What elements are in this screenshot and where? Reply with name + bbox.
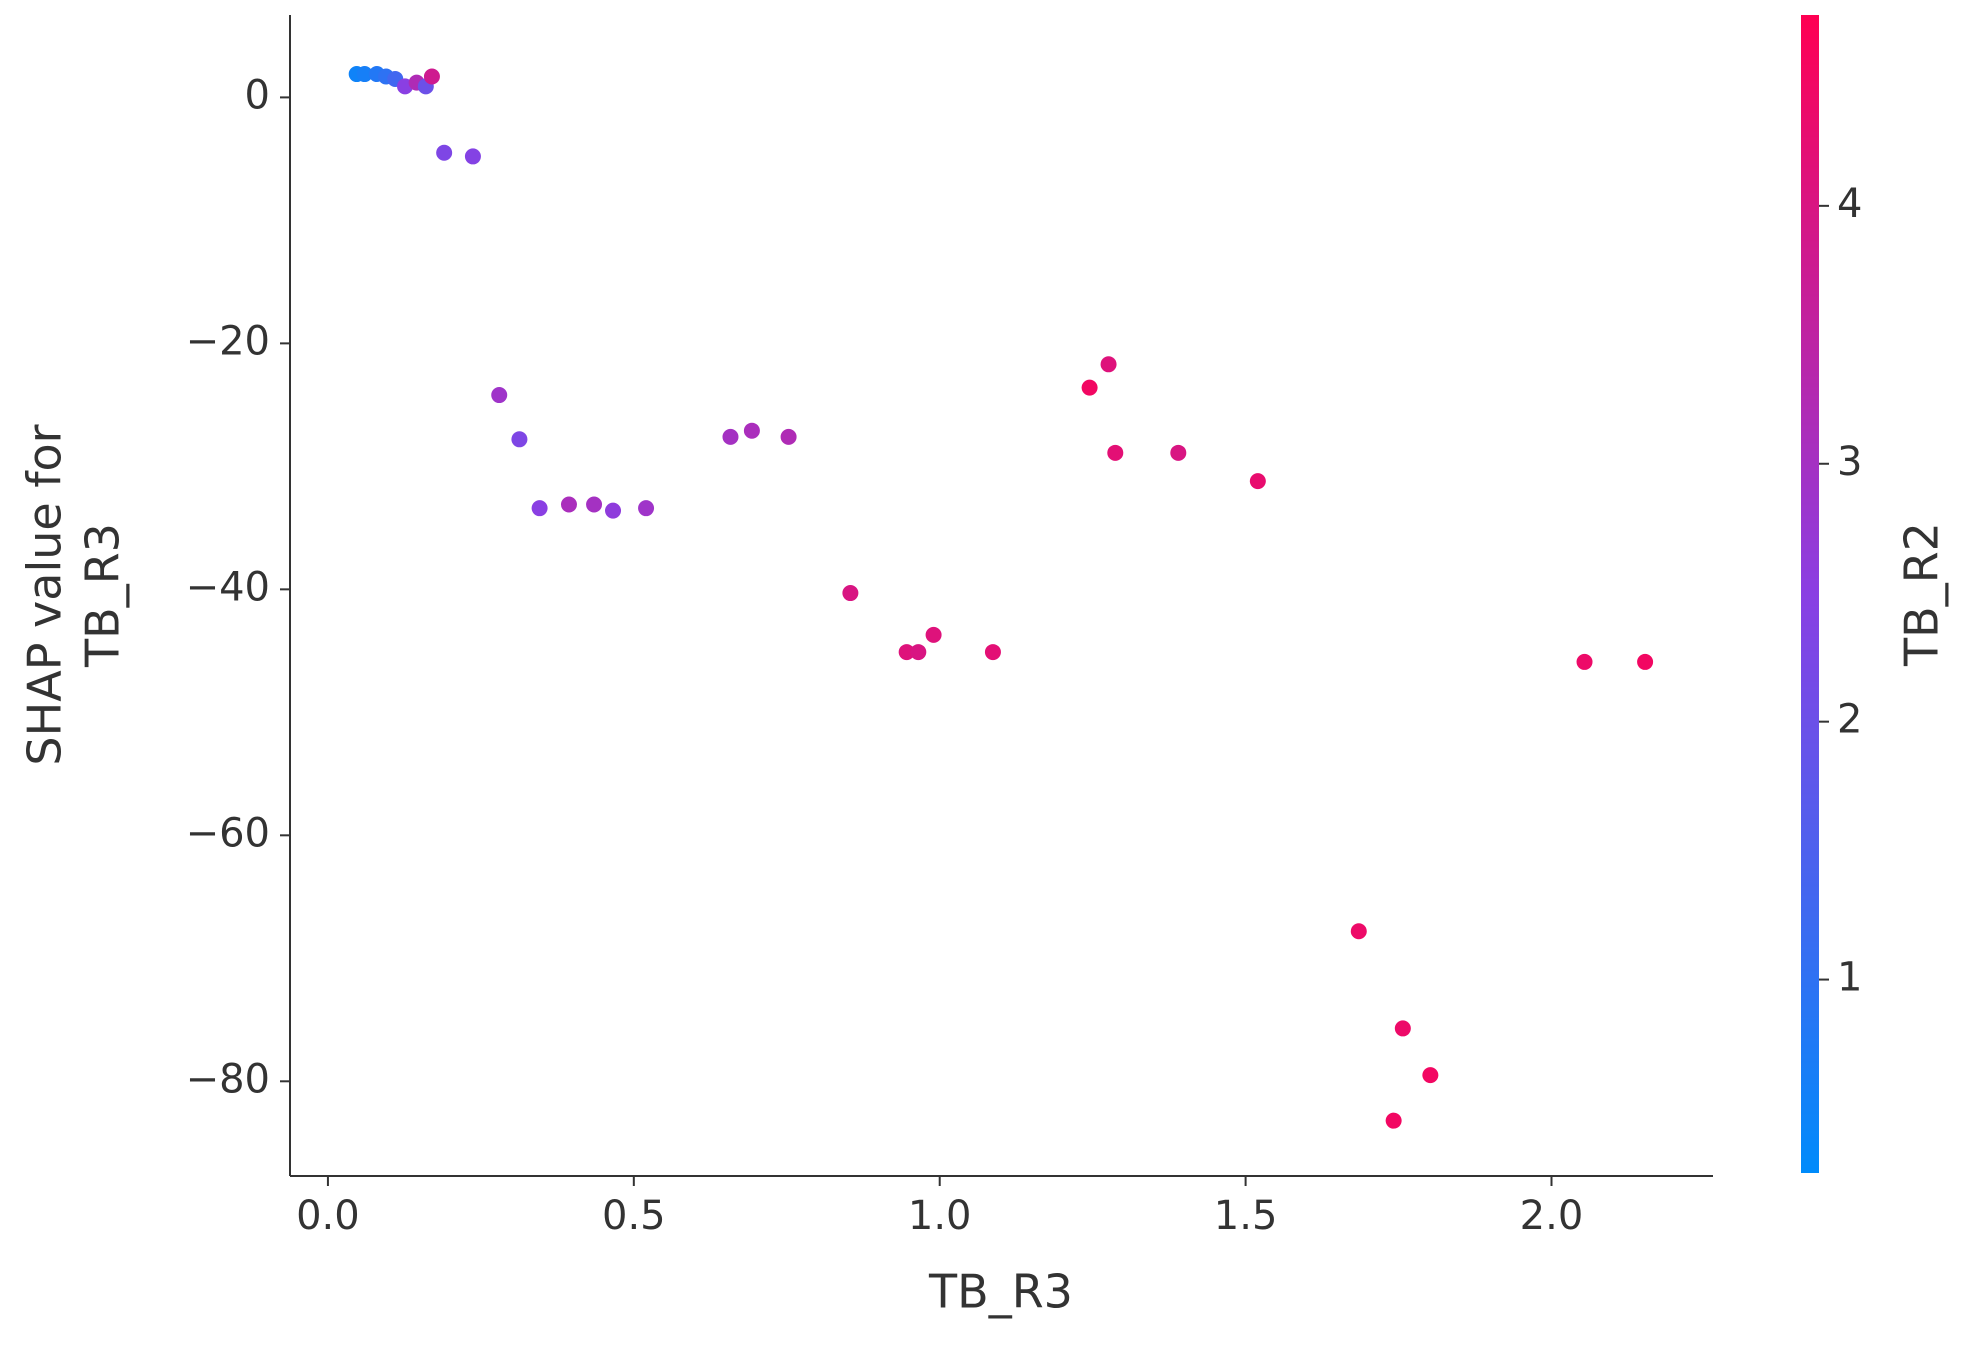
point — [898, 644, 915, 661]
point — [842, 585, 859, 602]
colorbar-tick-label: 4 — [1837, 181, 1862, 227]
x-tick-label: 2.0 — [1520, 1193, 1584, 1239]
point — [1422, 1067, 1439, 1084]
point — [560, 496, 577, 513]
x-tick-label: 1.0 — [908, 1193, 972, 1239]
point — [1394, 1020, 1411, 1037]
point — [984, 644, 1001, 661]
x-axis-label: TB_R3 — [928, 1265, 1073, 1319]
x-tick-label: 1.5 — [1214, 1193, 1278, 1239]
y-tick-label: −80 — [186, 1056, 270, 1102]
point — [423, 68, 440, 85]
y-axis-label: TB_R3 — [76, 523, 130, 668]
point — [586, 496, 603, 513]
point — [436, 144, 453, 161]
y-tick-label: −20 — [186, 318, 270, 364]
point — [743, 422, 760, 439]
point — [1576, 653, 1593, 670]
point — [1249, 473, 1266, 490]
colorbar-label: TB_R2 — [1895, 522, 1949, 667]
point — [722, 428, 739, 445]
point — [511, 431, 528, 448]
point — [531, 500, 548, 517]
colorbar-tick-label: 2 — [1837, 697, 1862, 743]
point — [605, 502, 622, 519]
point — [1385, 1112, 1402, 1129]
point — [780, 428, 797, 445]
point — [491, 387, 508, 404]
point — [1350, 923, 1367, 940]
point — [910, 644, 927, 661]
point — [638, 500, 655, 517]
point — [356, 66, 373, 83]
point — [1100, 356, 1117, 373]
point — [464, 148, 481, 165]
point — [925, 626, 942, 643]
point — [1637, 653, 1654, 670]
y-tick-label: −60 — [186, 810, 270, 856]
point — [1107, 444, 1124, 461]
colorbar-tick-label: 1 — [1837, 955, 1862, 1001]
point — [1081, 379, 1098, 396]
colorbar — [1801, 15, 1819, 1173]
y-tick-label: 0 — [245, 72, 270, 118]
y-axis-label: SHAP value for — [18, 424, 72, 765]
y-tick-label: −40 — [186, 564, 270, 610]
colorbar-tick-label: 3 — [1837, 439, 1862, 485]
x-tick-label: 0.0 — [296, 1193, 360, 1239]
x-tick-label: 0.5 — [602, 1193, 666, 1239]
point — [1170, 444, 1187, 461]
